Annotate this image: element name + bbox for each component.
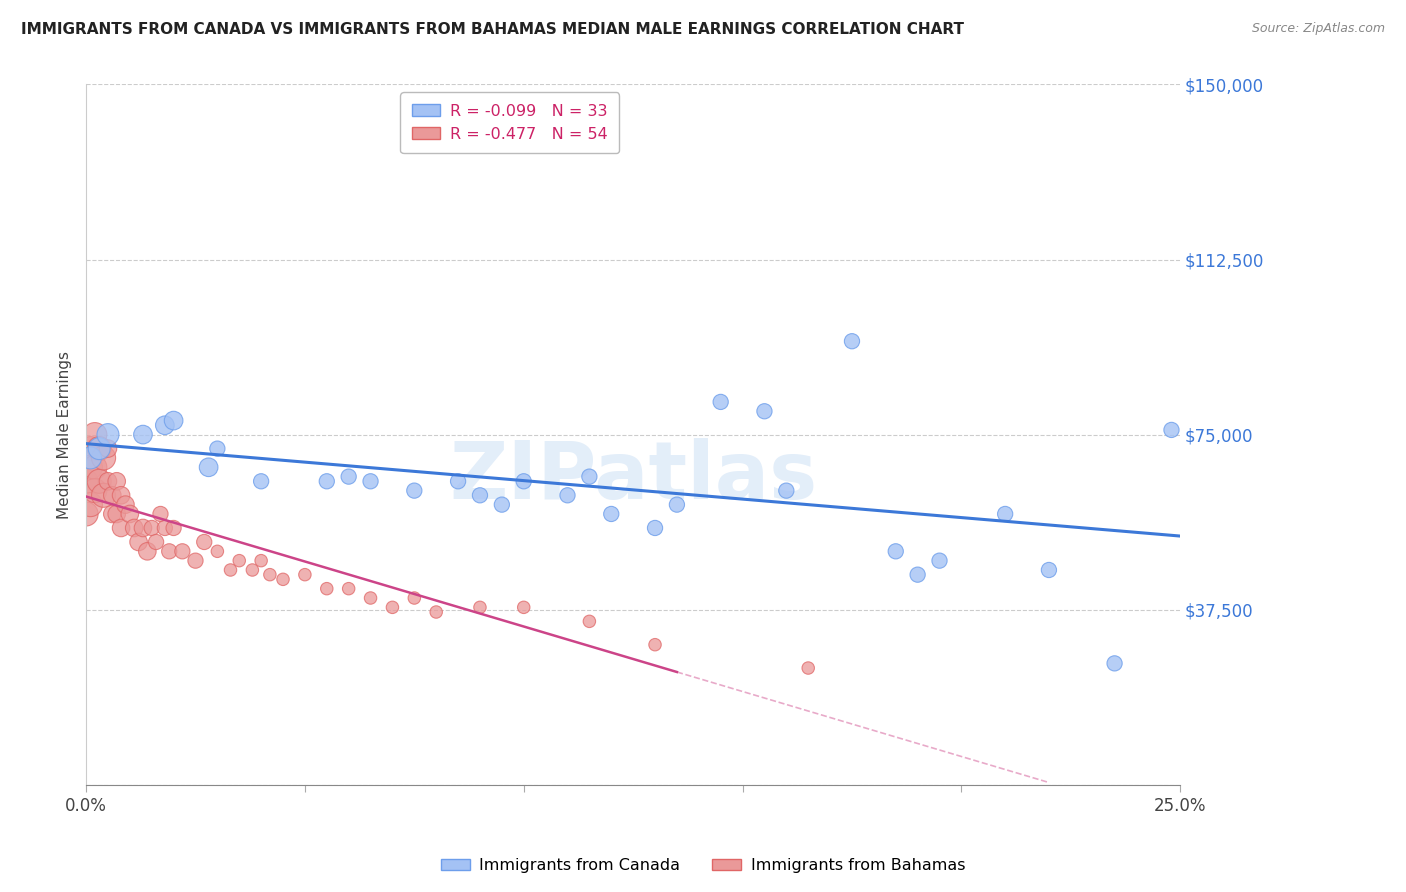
- Point: [83, 427, 105, 442]
- Point: [79, 450, 101, 465]
- Point: [259, 567, 281, 582]
- Point: [97, 475, 120, 489]
- Point: [644, 638, 666, 652]
- Point: [754, 404, 776, 418]
- Point: [271, 572, 294, 586]
- Point: [219, 563, 242, 577]
- Point: [162, 414, 184, 428]
- Point: [184, 554, 207, 568]
- Point: [337, 469, 360, 483]
- Point: [75, 475, 97, 489]
- Point: [157, 544, 180, 558]
- Point: [153, 521, 176, 535]
- Point: [110, 521, 132, 535]
- Point: [105, 475, 128, 489]
- Point: [907, 567, 929, 582]
- Point: [97, 442, 120, 456]
- Point: [1160, 423, 1182, 437]
- Point: [172, 544, 194, 558]
- Point: [89, 442, 111, 456]
- Text: IMMIGRANTS FROM CANADA VS IMMIGRANTS FROM BAHAMAS MEDIAN MALE EARNINGS CORRELATI: IMMIGRANTS FROM CANADA VS IMMIGRANTS FRO…: [21, 22, 965, 37]
- Point: [425, 605, 447, 619]
- Point: [404, 483, 426, 498]
- Point: [83, 460, 105, 475]
- Point: [512, 475, 534, 489]
- Point: [110, 488, 132, 502]
- Point: [250, 475, 273, 489]
- Point: [1038, 563, 1060, 577]
- Text: Source: ZipAtlas.com: Source: ZipAtlas.com: [1251, 22, 1385, 36]
- Point: [136, 544, 159, 558]
- Point: [884, 544, 907, 558]
- Point: [141, 521, 163, 535]
- Point: [468, 488, 491, 502]
- Point: [600, 507, 623, 521]
- Point: [83, 483, 105, 498]
- Point: [994, 507, 1017, 521]
- Point: [665, 498, 688, 512]
- Point: [101, 488, 124, 502]
- Point: [578, 469, 600, 483]
- Point: [228, 554, 250, 568]
- Point: [294, 567, 316, 582]
- Point: [93, 488, 115, 502]
- Point: [381, 600, 404, 615]
- Point: [337, 582, 360, 596]
- Point: [105, 507, 128, 521]
- Point: [710, 395, 733, 409]
- Point: [928, 554, 950, 568]
- Point: [207, 442, 229, 456]
- Point: [79, 460, 101, 475]
- Point: [315, 475, 337, 489]
- Point: [75, 507, 97, 521]
- Point: [797, 661, 820, 675]
- Point: [1104, 657, 1126, 671]
- Point: [193, 535, 215, 549]
- Point: [775, 483, 797, 498]
- Point: [491, 498, 513, 512]
- Point: [79, 498, 101, 512]
- Point: [360, 591, 382, 605]
- Point: [89, 475, 111, 489]
- Point: [468, 600, 491, 615]
- Point: [132, 521, 155, 535]
- Point: [93, 450, 115, 465]
- Text: ZIPatlas: ZIPatlas: [449, 438, 817, 516]
- Point: [89, 442, 111, 456]
- Point: [242, 563, 264, 577]
- Point: [79, 442, 101, 456]
- Point: [512, 600, 534, 615]
- Point: [149, 507, 172, 521]
- Point: [97, 427, 120, 442]
- Point: [315, 582, 337, 596]
- Point: [841, 334, 863, 349]
- Legend: Immigrants from Canada, Immigrants from Bahamas: Immigrants from Canada, Immigrants from …: [434, 852, 972, 880]
- Point: [360, 475, 382, 489]
- Point: [162, 521, 184, 535]
- Point: [197, 460, 219, 475]
- Point: [132, 427, 155, 442]
- Point: [404, 591, 426, 605]
- Legend: R = -0.099   N = 33, R = -0.477   N = 54: R = -0.099 N = 33, R = -0.477 N = 54: [401, 93, 619, 153]
- Point: [557, 488, 579, 502]
- Point: [122, 521, 145, 535]
- Point: [644, 521, 666, 535]
- Point: [447, 475, 470, 489]
- Point: [128, 535, 150, 549]
- Point: [114, 498, 136, 512]
- Point: [250, 554, 273, 568]
- Point: [145, 535, 167, 549]
- Point: [578, 615, 600, 629]
- Point: [101, 507, 124, 521]
- Point: [153, 418, 176, 433]
- Point: [207, 544, 229, 558]
- Y-axis label: Median Male Earnings: Median Male Earnings: [58, 351, 72, 518]
- Point: [118, 507, 141, 521]
